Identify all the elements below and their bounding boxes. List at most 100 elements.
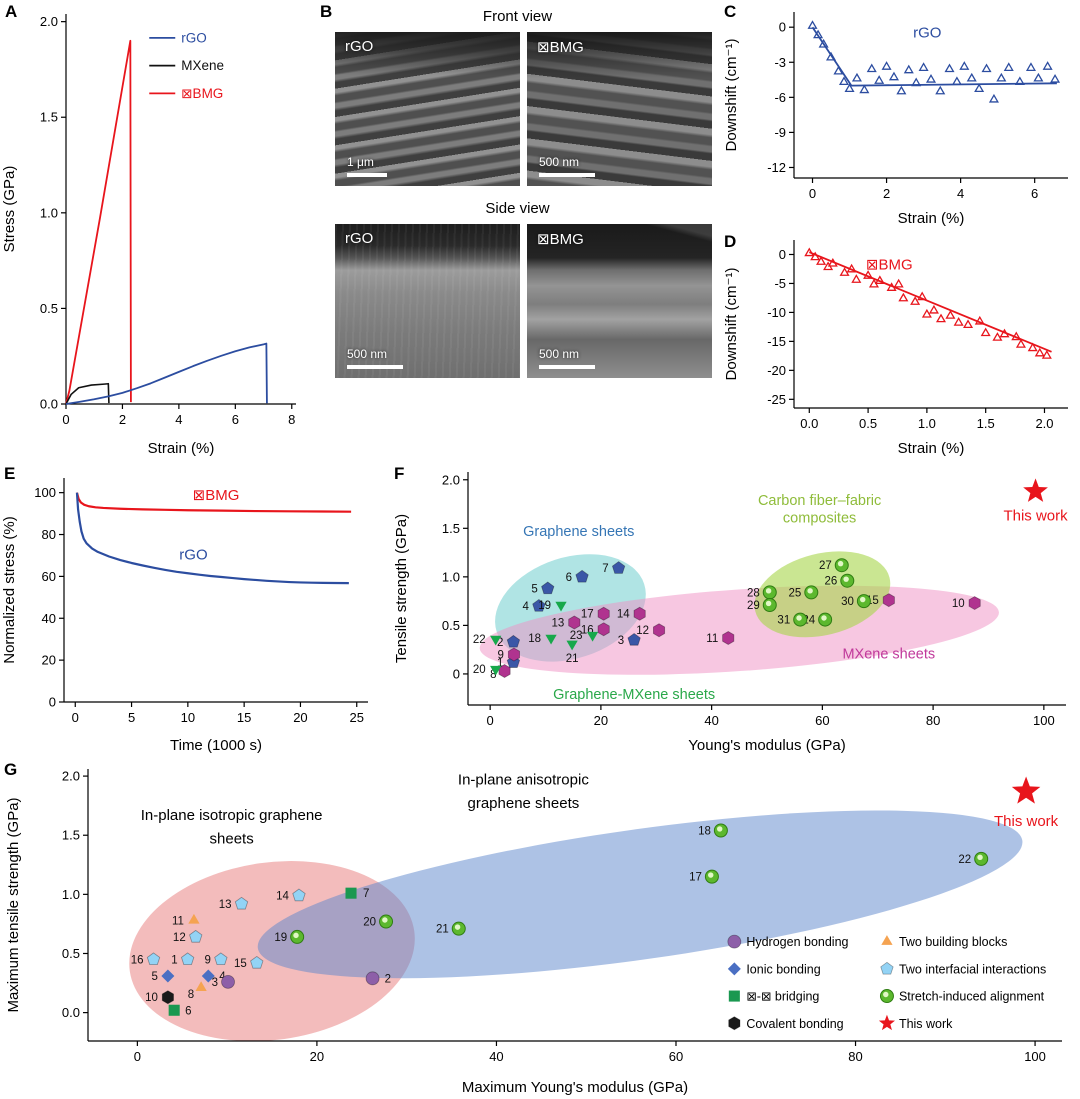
svg-text:Strain (%): Strain (%) — [148, 440, 215, 457]
svg-text:⊠BMG: ⊠BMG — [193, 487, 240, 504]
svg-text:20: 20 — [363, 917, 376, 929]
svg-text:0.5: 0.5 — [442, 618, 460, 633]
sem-image-front-rgo: rGO 1 μm — [335, 32, 520, 186]
svg-text:sheets: sheets — [210, 831, 254, 848]
svg-text:18: 18 — [528, 633, 541, 645]
scale-bar-label: 500 nm — [539, 155, 580, 169]
svg-text:2.0: 2.0 — [40, 14, 58, 29]
svg-text:4: 4 — [957, 186, 964, 201]
svg-text:-12: -12 — [767, 160, 786, 175]
svg-text:This work: This work — [899, 1017, 953, 1031]
panel-label-d: D — [724, 232, 737, 251]
svg-text:0: 0 — [49, 695, 56, 710]
svg-text:Normalized stress (%): Normalized stress (%) — [1, 516, 18, 664]
svg-text:31: 31 — [777, 615, 790, 627]
svg-text:composites: composites — [783, 510, 856, 526]
side-view-title: Side view — [485, 200, 550, 217]
svg-text:-6: -6 — [774, 90, 786, 105]
scale-bar — [347, 365, 403, 369]
svg-text:0.0: 0.0 — [62, 1005, 80, 1020]
svg-text:2: 2 — [497, 637, 503, 649]
svg-text:25: 25 — [350, 710, 364, 725]
svg-text:In-plane anisotropic: In-plane anisotropic — [458, 771, 589, 788]
svg-text:0: 0 — [134, 1049, 141, 1064]
svg-text:22: 22 — [473, 634, 486, 646]
svg-text:Graphene-MXene sheets: Graphene-MXene sheets — [553, 687, 715, 703]
svg-text:4: 4 — [175, 412, 182, 427]
svg-text:2.0: 2.0 — [1035, 416, 1053, 431]
svg-text:14: 14 — [617, 609, 630, 621]
svg-text:3: 3 — [618, 635, 624, 647]
svg-text:Graphene sheets: Graphene sheets — [523, 524, 634, 540]
svg-text:0: 0 — [779, 20, 786, 35]
svg-text:-5: -5 — [774, 276, 786, 291]
svg-text:-10: -10 — [767, 305, 786, 320]
svg-text:1.5: 1.5 — [977, 416, 995, 431]
svg-text:15: 15 — [237, 710, 251, 725]
front-view-title: Front view — [482, 8, 553, 25]
svg-text:rGO: rGO — [913, 25, 941, 42]
svg-text:0.0: 0.0 — [800, 416, 818, 431]
svg-text:Hydrogen bonding: Hydrogen bonding — [746, 935, 848, 949]
svg-text:0: 0 — [72, 710, 79, 725]
svg-text:MXene sheets: MXene sheets — [842, 646, 935, 662]
svg-text:⊠-⊠ bridging: ⊠-⊠ bridging — [746, 990, 819, 1004]
svg-text:1.0: 1.0 — [918, 416, 936, 431]
scale-bar — [539, 365, 595, 369]
svg-text:20: 20 — [42, 653, 56, 668]
svg-text:1.0: 1.0 — [62, 887, 80, 902]
svg-text:0.5: 0.5 — [859, 416, 877, 431]
svg-text:MXene: MXene — [181, 58, 224, 73]
svg-text:Carbon fiber–fabric: Carbon fiber–fabric — [758, 493, 881, 509]
sem-image-side-rgo: rGO 500 nm — [335, 224, 520, 378]
svg-text:Stress (GPa): Stress (GPa) — [1, 166, 18, 253]
sem-material-label: rGO — [345, 38, 374, 55]
svg-text:17: 17 — [581, 609, 594, 621]
sem-material-label: rGO — [345, 230, 374, 247]
svg-text:13: 13 — [552, 617, 565, 629]
svg-text:7: 7 — [602, 563, 608, 575]
svg-text:6: 6 — [1031, 186, 1038, 201]
svg-text:Two interfacial interactions: Two interfacial interactions — [899, 962, 1046, 976]
scale-bar-label: 1 μm — [347, 155, 374, 169]
svg-text:80: 80 — [848, 1049, 862, 1064]
svg-text:2: 2 — [119, 412, 126, 427]
svg-text:8: 8 — [188, 989, 194, 1001]
svg-text:11: 11 — [172, 915, 184, 927]
svg-text:-15: -15 — [767, 334, 786, 349]
svg-text:1.0: 1.0 — [442, 569, 460, 584]
svg-text:23: 23 — [570, 630, 583, 642]
panel-c-downshift-rgo-chart: 0 2 4 6 0 -3 -6 -9 -12 Strain (%) Downshift (cm⁻¹)… — [720, 0, 1080, 230]
panel-g-max-strength-modulus-scatter: 0 20 40 60 80 100 0.0 0.5 1.0 1.5 2.0 Maximum Young… — [0, 757, 1080, 1099]
svg-text:19: 19 — [538, 600, 551, 612]
svg-text:80: 80 — [42, 527, 56, 542]
svg-text:0: 0 — [62, 412, 69, 427]
panel-a-stress-strain-chart: 0 2 4 6 8 0.0 0.5 1.0 1.5 2.0 Strain (%) Stress (GP… — [0, 0, 310, 460]
svg-text:11: 11 — [706, 633, 718, 645]
svg-text:100: 100 — [1033, 713, 1055, 728]
panel-label-b: B — [320, 2, 333, 21]
svg-text:5: 5 — [151, 971, 157, 983]
svg-text:15: 15 — [234, 958, 247, 970]
svg-text:100: 100 — [1024, 1049, 1046, 1064]
scale-bar — [539, 173, 595, 177]
svg-text:40: 40 — [704, 713, 718, 728]
sem-image-front-bmg: ⊠BMG 500 nm — [527, 32, 712, 186]
svg-text:26: 26 — [824, 576, 837, 588]
svg-text:29: 29 — [747, 600, 760, 612]
svg-text:5: 5 — [128, 710, 135, 725]
svg-text:rGO: rGO — [179, 547, 207, 564]
svg-text:0.5: 0.5 — [62, 946, 80, 961]
svg-text:40: 40 — [42, 611, 56, 626]
panel-b-sem-grid: Front view rGO 1 μm ⊠BMG 500 nm Side vie… — [315, 0, 720, 460]
svg-text:2.0: 2.0 — [442, 472, 460, 487]
svg-text:8: 8 — [288, 412, 295, 427]
svg-text:This work: This work — [1003, 508, 1068, 525]
panel-d-downshift-bmg-chart: 0.0 0.5 1.0 1.5 2.0 0 -5 -10 -15 -20 -25 Strain (%)… — [720, 230, 1080, 460]
svg-text:6: 6 — [566, 572, 572, 584]
svg-text:4: 4 — [219, 971, 226, 983]
svg-text:0: 0 — [779, 247, 786, 262]
svg-text:12: 12 — [636, 625, 649, 637]
svg-text:1.0: 1.0 — [40, 205, 58, 220]
